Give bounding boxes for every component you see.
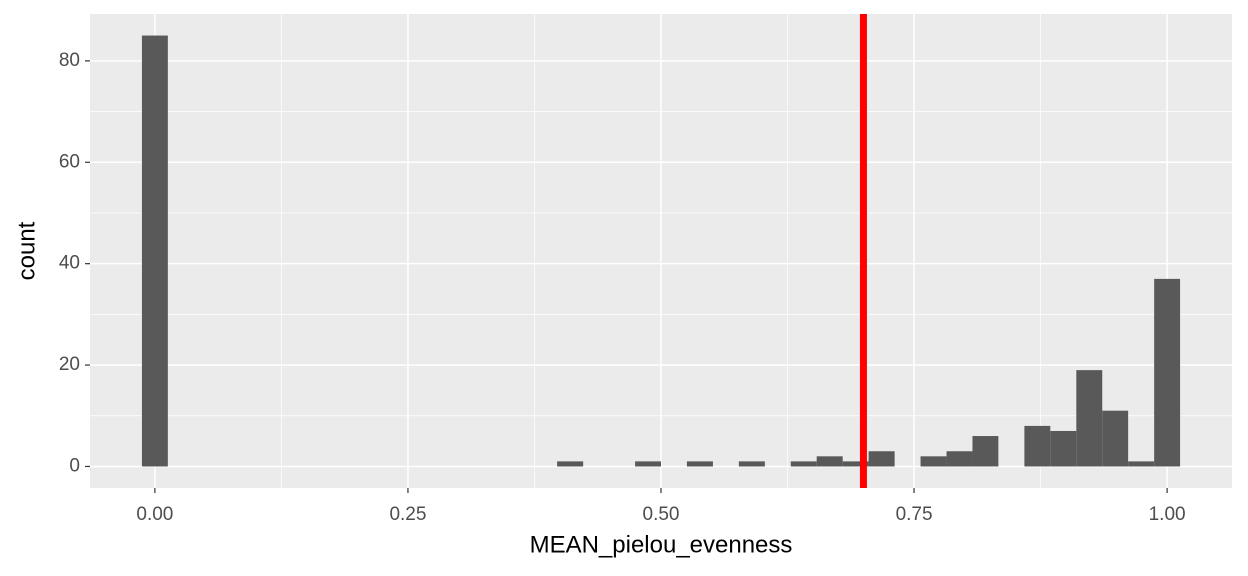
bar <box>1076 370 1103 467</box>
bar <box>1102 410 1129 467</box>
bar <box>946 451 973 467</box>
bar <box>1024 425 1051 467</box>
bar <box>1050 430 1077 467</box>
bar <box>842 461 869 467</box>
y-tick-label: 20 <box>59 354 80 375</box>
bar <box>816 456 843 467</box>
bar <box>557 461 584 467</box>
x-tick-label: 1.00 <box>1149 504 1186 525</box>
bar <box>1154 278 1181 467</box>
bar <box>738 461 765 467</box>
x-tick-label: 0.50 <box>643 504 680 525</box>
y-tick-label: 80 <box>59 50 80 71</box>
y-axis-title: count <box>13 221 40 280</box>
x-tick-label: 0.75 <box>896 504 933 525</box>
bar <box>972 436 999 467</box>
bar <box>141 35 168 467</box>
y-tick-label: 0 <box>69 455 80 476</box>
x-tick-label: 0.25 <box>389 504 426 525</box>
y-tick-label: 60 <box>59 151 80 172</box>
bar <box>635 461 661 467</box>
bar <box>1128 461 1155 467</box>
y-tick-label: 40 <box>59 253 80 274</box>
bar <box>686 461 713 467</box>
bar <box>790 461 817 467</box>
x-axis-title: MEAN_pielou_evenness <box>530 531 793 558</box>
bar <box>920 456 947 467</box>
bar <box>868 451 895 467</box>
x-tick-label: 0.00 <box>136 504 173 525</box>
